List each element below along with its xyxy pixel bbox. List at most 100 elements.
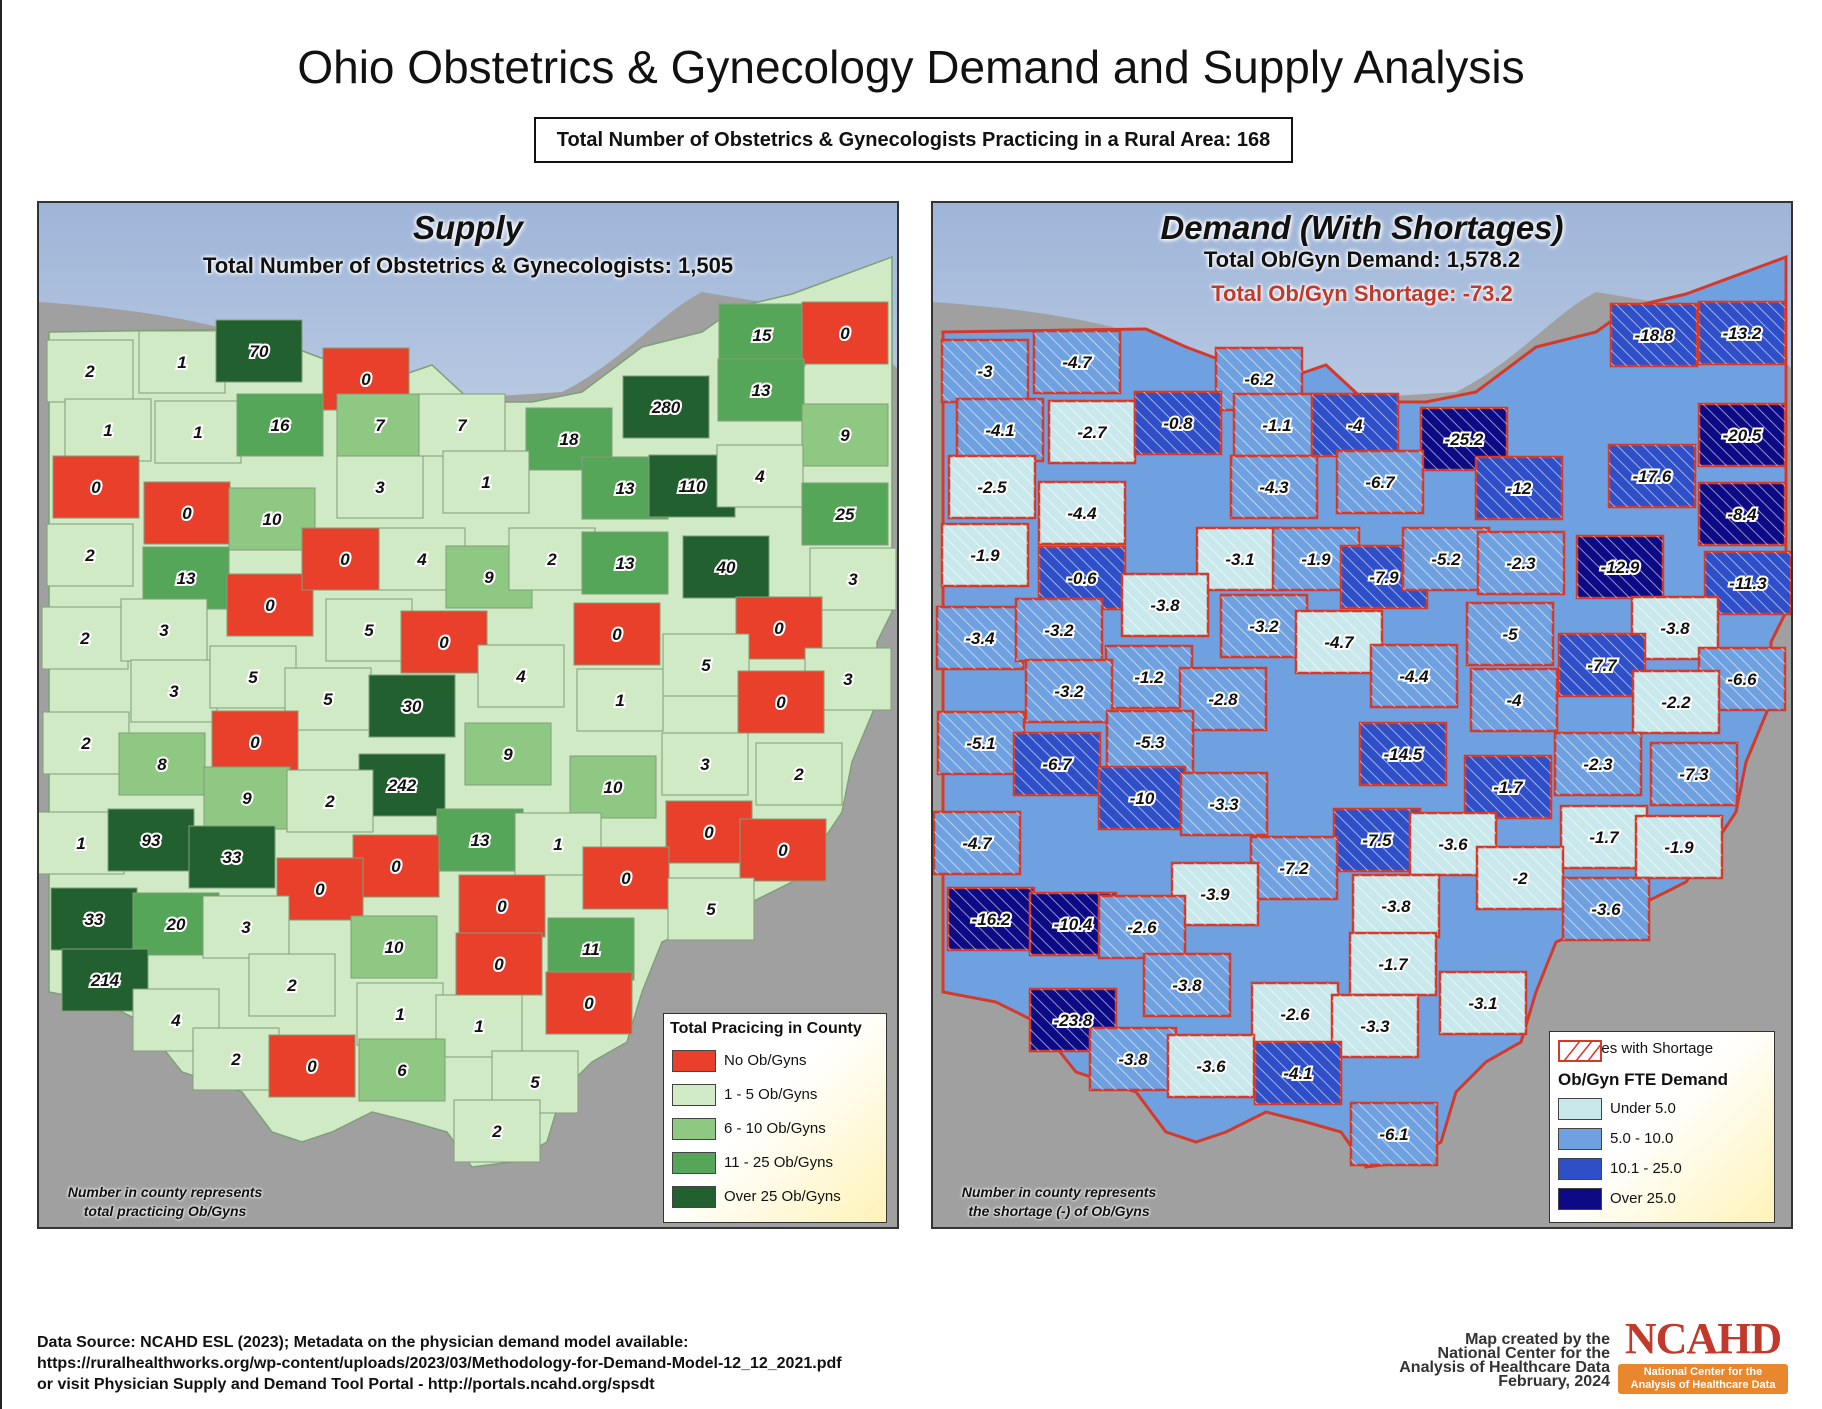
county-value-label: -8.4 <box>1727 505 1757 524</box>
lake-erie <box>39 203 897 402</box>
shortage-hatch <box>1371 645 1457 707</box>
supply-legend-item: Over 25 Ob/Gyns <box>672 1186 841 1212</box>
county-value-label: -0.8 <box>1163 414 1193 433</box>
demand-legend-item: Over 25.0 <box>1558 1188 1676 1214</box>
shortage-hatch <box>1477 847 1563 909</box>
county-value-label: 1 <box>615 691 624 710</box>
county-value-label: -3.6 <box>1438 835 1468 854</box>
county-region <box>107 808 195 872</box>
county-value-label: 2 <box>80 734 91 753</box>
county-value-label: 7 <box>375 416 386 435</box>
county-value-label: -4.1 <box>1283 1064 1312 1083</box>
demand-note-line: Number in county represents <box>961 1184 1157 1200</box>
shortage-hatch <box>1699 302 1785 364</box>
county-region <box>118 732 206 796</box>
county-value-label: -2.7 <box>1077 423 1108 442</box>
county-value-label: -7.5 <box>1362 831 1392 850</box>
shortage-hatch <box>1099 896 1185 958</box>
county-value-label: -2.3 <box>1506 554 1536 573</box>
county-value-label: -10 <box>1130 789 1155 808</box>
shortage-hatch <box>1478 532 1564 594</box>
county-value-label: 5 <box>701 656 711 675</box>
county-region <box>573 602 661 666</box>
county-value-label: -4.7 <box>1324 633 1355 652</box>
county-region <box>458 874 546 938</box>
county-value-label: 7 <box>457 416 468 435</box>
supply-note-line: Number in county represents <box>67 1184 263 1200</box>
county-value-label: 9 <box>484 568 494 587</box>
supply-legend-item: 6 - 10 Ob/Gyns <box>672 1118 826 1144</box>
county-value-label: 13 <box>616 479 635 498</box>
county-value-label: 2 <box>546 550 557 569</box>
footer-link[interactable]: https://ruralhealthworks.org/wp-content/… <box>37 1355 842 1372</box>
legend-label: 11 - 25 Ob/Gyns <box>724 1153 833 1171</box>
county-value-label: -3.8 <box>1150 596 1180 615</box>
county-value-label: 3 <box>375 478 385 497</box>
footer-line: or visit Physician Supply and Demand Too… <box>37 1376 655 1393</box>
county-region <box>545 971 633 1035</box>
county-region <box>248 953 336 1017</box>
supply-legend-item: 11 - 25 Ob/Gyns <box>672 1152 833 1178</box>
page-title: Ohio Obstetrics & Gynecology Demand and … <box>297 41 1525 93</box>
county-value-label: -2.6 <box>1280 1005 1310 1024</box>
county-value-label: -7.7 <box>1587 656 1618 675</box>
county-region <box>352 834 440 898</box>
legend-swatch <box>1558 1098 1602 1120</box>
credit-line: National Center for the <box>1437 1345 1610 1362</box>
county-region <box>50 887 138 951</box>
legend-label: 5.0 - 10.0 <box>1610 1129 1674 1147</box>
county-value-label: -23.8 <box>1054 1011 1093 1030</box>
county-region <box>211 710 299 774</box>
county-region <box>120 598 208 662</box>
shortage-hatch <box>1611 304 1697 366</box>
county-value-label: -1.1 <box>1262 416 1291 435</box>
county-value-label: -2.5 <box>977 478 1007 497</box>
county-value-label: 5 <box>248 668 258 687</box>
county-value-label: -6.7 <box>1365 473 1396 492</box>
county-region <box>226 573 314 637</box>
county-region <box>228 487 316 551</box>
county-region <box>358 1038 446 1102</box>
county-value-label: 0 <box>621 869 631 888</box>
county-value-label: 242 <box>387 776 417 795</box>
demand-legend-title: Ob/Gyn FTE Demand <box>1558 1070 1729 1089</box>
county-region <box>662 633 750 697</box>
county-value-label: -3.1 <box>1225 550 1254 569</box>
county-value-label: 2 <box>793 765 804 784</box>
demand-shortage-total: Total Ob/Gyn Shortage: -73.2 <box>1211 281 1513 306</box>
county-value-label: -17.6 <box>1633 467 1672 486</box>
supply-legend-item: No Ob/Gyns <box>672 1050 807 1076</box>
shortage-hatch <box>1476 457 1562 519</box>
county-value-label: -18.8 <box>1635 326 1674 345</box>
county-value-label: -2.8 <box>1208 690 1238 709</box>
county-region <box>737 670 825 734</box>
county-value-label: -5.2 <box>1431 550 1461 569</box>
county-value-label: -3 <box>977 362 993 381</box>
county-value-label: 1 <box>103 421 112 440</box>
county-value-label: 18 <box>560 430 579 449</box>
data-source-footer: Data Source: NCAHD ESL (2023); Metadata … <box>37 1332 842 1395</box>
county-value-label: 6 <box>397 1061 407 1080</box>
county-region <box>436 808 524 872</box>
county-region <box>42 711 130 775</box>
county-value-label: -2.6 <box>1127 918 1157 937</box>
county-value-label: 3 <box>700 755 710 774</box>
county-value-label: 1 <box>193 423 202 442</box>
county-value-label: -6.6 <box>1727 670 1757 689</box>
legend-label: Under 5.0 <box>1610 1099 1676 1117</box>
shortage-hatch <box>1705 552 1791 614</box>
county-region <box>276 857 364 921</box>
shortage-hatch <box>1231 456 1317 518</box>
shortage-hatch <box>1651 743 1737 805</box>
county-region <box>801 482 889 546</box>
county-value-label: 280 <box>651 398 681 417</box>
county-region <box>455 932 543 996</box>
county-value-label: -1.9 <box>970 546 1000 565</box>
demand-legend-item: Under 5.0 <box>1558 1098 1676 1124</box>
county-value-label: 8 <box>157 755 167 774</box>
county-value-label: -16.2 <box>972 910 1011 929</box>
county-value-label: -4.1 <box>985 421 1014 440</box>
county-value-label: -14.5 <box>1384 745 1423 764</box>
shortage-hatch <box>1555 733 1641 795</box>
county-value-label: 5 <box>364 621 374 640</box>
